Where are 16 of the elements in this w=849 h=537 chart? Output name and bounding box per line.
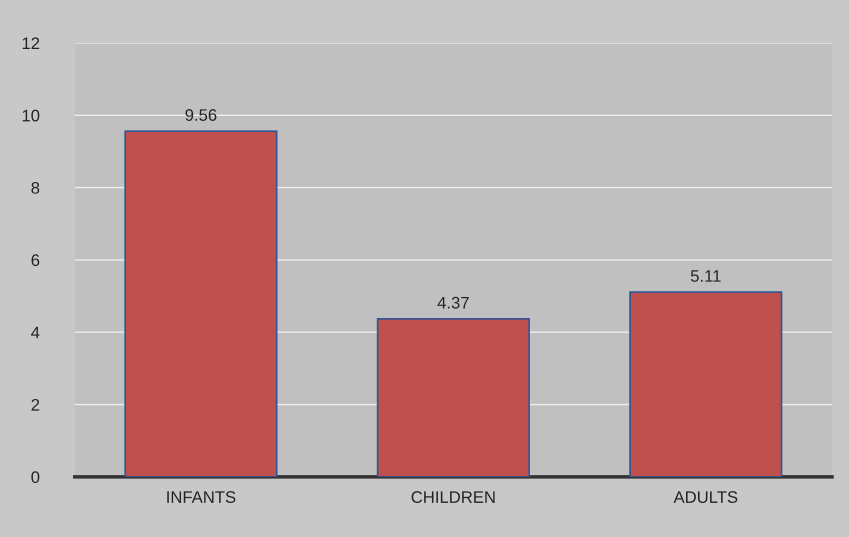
y-tick-label: 4 <box>31 326 40 338</box>
x-tick-label: ADULTS <box>674 491 738 503</box>
y-tick-label: 8 <box>31 182 40 194</box>
data-label: 5.11 <box>690 270 721 282</box>
data-label: 9.56 <box>185 109 216 121</box>
y-tick-label: 6 <box>32 254 40 266</box>
x-tick-label: INFANTS <box>167 491 236 503</box>
bar <box>124 130 278 477</box>
y-tick-label: 0 <box>31 471 40 484</box>
data-label: 4.37 <box>438 296 469 309</box>
bar <box>629 291 782 477</box>
y-tick-label: 2 <box>32 398 40 411</box>
y-tick-label: 12 <box>22 37 40 49</box>
x-tick-label: CHILDREN <box>412 491 495 503</box>
y-tick-label: 10 <box>22 110 40 122</box>
bar <box>376 318 530 477</box>
